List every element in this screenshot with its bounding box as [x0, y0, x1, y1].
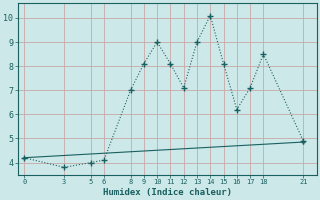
X-axis label: Humidex (Indice chaleur): Humidex (Indice chaleur): [103, 188, 232, 197]
